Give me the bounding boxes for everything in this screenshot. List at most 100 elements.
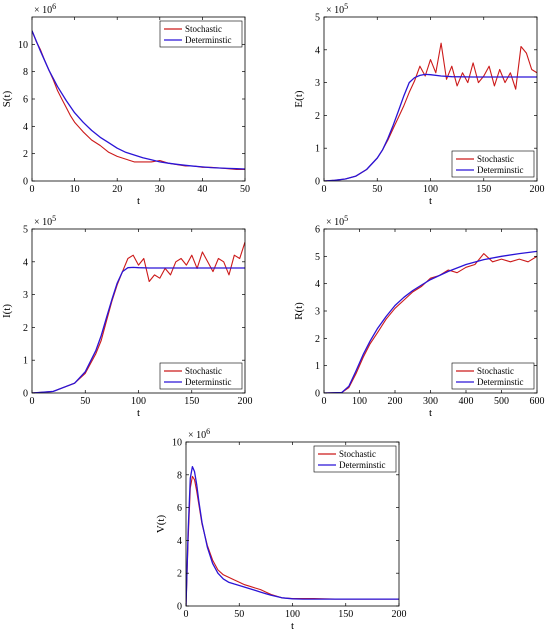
x-axis-label: t (137, 195, 140, 207)
legend-box (313, 445, 397, 473)
series-line-stochastic (324, 253, 537, 393)
y-tick-label: 1 (23, 356, 28, 367)
x-tick-label: 400 (459, 396, 474, 407)
y-tick-label: 6 (315, 225, 320, 236)
x-tick-label: 500 (494, 396, 509, 407)
y-tick-label: 4 (315, 45, 320, 56)
x-tick-label: 600 (530, 396, 545, 407)
series-line-stochastic (32, 30, 245, 170)
panel-e: 0 50 100 150 200 0 1 2 3 4 5 × 105 t E(t) StochasticDe… (293, 2, 545, 207)
series-line-deterministic (324, 250, 537, 393)
x-tick-label: 100 (423, 184, 438, 195)
y-tick-label: 5 (315, 13, 320, 24)
series-line-stochastic (32, 241, 245, 393)
y-tick-label: 3 (315, 78, 320, 89)
y-axis-label: R(t) (293, 302, 305, 320)
series-line-deterministic (32, 30, 245, 170)
x-tick-label: 200 (530, 184, 545, 195)
x-tick-label: 50 (240, 184, 250, 195)
y-tick-label: 0 (177, 602, 182, 613)
y-axis-label: E(t) (293, 90, 305, 107)
x-tick-label: 50 (372, 184, 382, 195)
y-tick-label: 2 (23, 149, 28, 160)
legend-box (451, 150, 535, 178)
y-tick-label: 4 (177, 536, 182, 547)
x-tick-label: 200 (238, 396, 253, 407)
series-line-deterministic (186, 465, 399, 606)
legend-entry: Determinstic (477, 377, 524, 387)
y-tick-label: 10 (172, 438, 182, 449)
x-tick-label: 100 (352, 396, 367, 407)
y-tick-label: 3 (23, 290, 28, 301)
axis-exponent: × 105 (326, 2, 348, 16)
y-tick-label: 2 (177, 569, 182, 580)
x-tick-label: 0 (184, 609, 189, 620)
legend-box (159, 20, 243, 48)
panel-r: 0 100 200 300 400 500 600 0 1 2 3 4 5 6 × 105 t R(t) Stoc… (293, 214, 545, 419)
y-tick-label: 0 (23, 389, 28, 400)
y-tick-label: 2 (23, 323, 28, 334)
legend-entry: Determinstic (477, 165, 524, 175)
y-tick-label: 1 (315, 144, 320, 155)
y-tick-label: 1 (315, 361, 320, 372)
legend-entry: Stochastic (477, 154, 514, 164)
y-tick-label: 10 (18, 40, 28, 51)
y-axis-label: V(t) (155, 515, 167, 534)
x-tick-label: 50 (234, 609, 244, 620)
panel-i: 0 50 100 150 200 0 1 2 3 4 5 × 105 t I(t) StochasticDe… (1, 214, 253, 419)
x-tick-label: 20 (112, 184, 122, 195)
x-axis-label: t (429, 195, 432, 207)
series-line-deterministic (324, 73, 537, 181)
legend-entry: Stochastic (477, 366, 514, 376)
y-tick-label: 8 (177, 470, 182, 481)
series-line-deterministic (32, 266, 245, 393)
series-line-stochastic (186, 475, 399, 606)
x-tick-label: 30 (155, 184, 165, 195)
y-tick-label: 3 (315, 307, 320, 318)
y-tick-label: 5 (315, 252, 320, 263)
x-tick-label: 150 (184, 396, 199, 407)
legend-entry: Determinstic (339, 460, 386, 470)
y-tick-label: 6 (177, 503, 182, 514)
axis-exponent: × 106 (34, 2, 56, 16)
legend-box (451, 362, 535, 390)
x-tick-label: 40 (197, 184, 207, 195)
x-tick-label: 300 (423, 396, 438, 407)
x-tick-label: 200 (388, 396, 403, 407)
x-tick-label: 0 (322, 184, 327, 195)
panel-v: 0 50 100 150 200 0 2 4 6 8 10 × 106 t V(t) StochasticD… (155, 427, 407, 632)
x-axis-label: t (291, 620, 294, 632)
y-axis-label: I(t) (1, 304, 13, 318)
x-tick-label: 50 (80, 396, 90, 407)
y-tick-label: 4 (315, 279, 320, 290)
axis-exponent: × 106 (188, 427, 210, 441)
x-tick-label: 200 (392, 609, 407, 620)
y-tick-label: 8 (23, 67, 28, 78)
legend-entry: Stochastic (339, 449, 376, 459)
y-tick-label: 0 (315, 177, 320, 188)
y-tick-label: 2 (315, 111, 320, 122)
x-tick-label: 0 (322, 396, 327, 407)
x-axis-label: t (429, 407, 432, 419)
y-tick-label: 4 (23, 122, 28, 133)
y-tick-label: 6 (23, 95, 28, 106)
y-tick-label: 0 (23, 177, 28, 188)
x-tick-label: 150 (338, 609, 353, 620)
x-tick-label: 0 (30, 396, 35, 407)
panel-s: 0 10 20 30 40 50 0 2 4 6 8 10 × 106 t S(t) StochasticDe… (1, 2, 250, 207)
y-tick-label: 5 (23, 225, 28, 236)
legend-entry: Determinstic (185, 35, 232, 45)
axis-exponent: × 105 (326, 214, 348, 228)
axis-exponent: × 105 (34, 214, 56, 228)
y-tick-label: 0 (315, 389, 320, 400)
x-tick-label: 10 (70, 184, 80, 195)
y-axis-label: S(t) (1, 90, 13, 107)
legend-entry: Stochastic (185, 24, 222, 34)
y-tick-label: 4 (23, 257, 28, 268)
